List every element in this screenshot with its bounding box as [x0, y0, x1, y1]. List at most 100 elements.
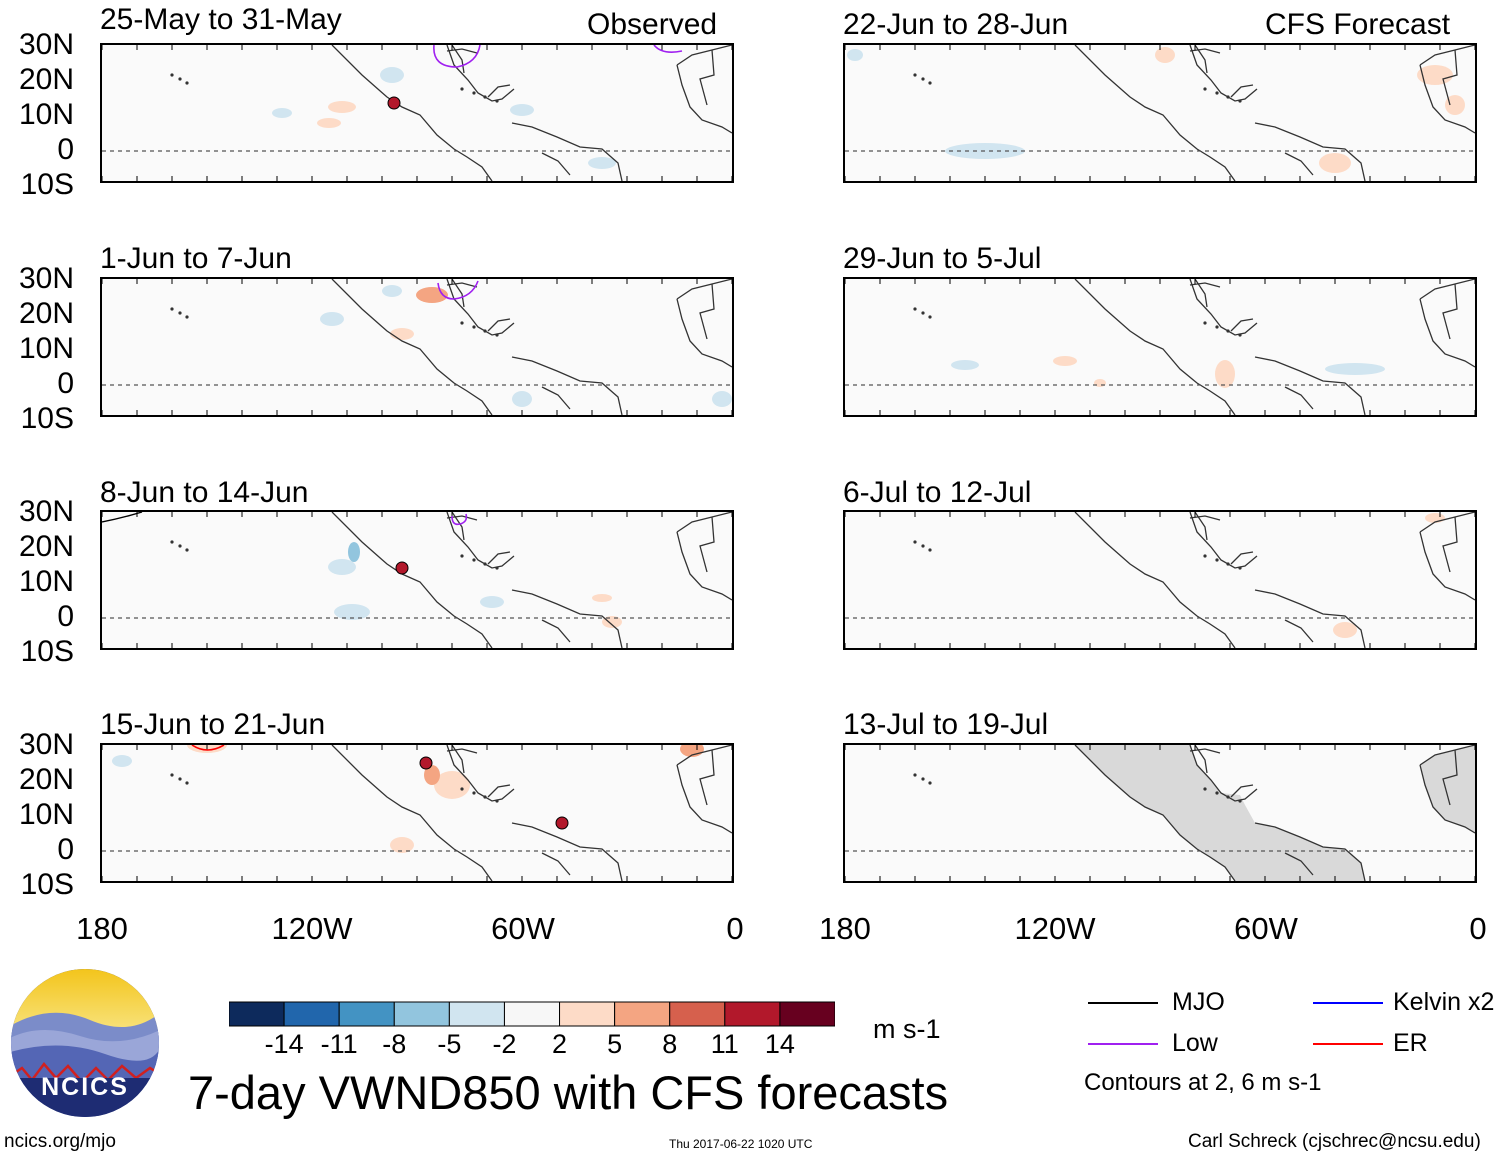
coastline: [1189, 45, 1258, 102]
coastline: [1189, 279, 1258, 336]
island: [921, 77, 925, 81]
anomaly-blob: [320, 312, 344, 326]
coastline: [1254, 356, 1366, 415]
anomaly-blob: [1325, 363, 1385, 375]
island: [1226, 562, 1230, 566]
anomaly-blob: [512, 391, 532, 407]
coastline: [1284, 386, 1314, 410]
observed-label: Observed: [587, 8, 718, 41]
island: [495, 99, 499, 103]
island: [185, 781, 189, 785]
anomaly-blob: [1155, 47, 1175, 63]
y-tick-row4-10n: 10N: [18, 798, 74, 831]
coastline: [541, 152, 571, 176]
island: [913, 540, 917, 544]
colorbar-label: -14: [264, 1029, 304, 1059]
contour-line: [437, 280, 479, 300]
anomaly-blob: [328, 559, 356, 575]
island: [178, 777, 182, 781]
coastline: [699, 749, 715, 806]
contour-note: Contours at 2, 6 m s-1: [1084, 1069, 1322, 1096]
coastline: [676, 279, 732, 300]
x-tick-120w-left: 120W: [271, 911, 353, 946]
contour-line: [451, 513, 468, 526]
coastline: [1254, 822, 1366, 881]
island: [1226, 329, 1230, 333]
coastline: [487, 784, 511, 798]
x-tick-0-left: 0: [726, 911, 744, 946]
anomaly-blob: [380, 67, 404, 83]
anomaly-blob: [1333, 622, 1357, 638]
panel-title-8: 13-Jul to 19-Jul: [843, 708, 1049, 741]
anomaly-blob: [602, 616, 622, 628]
y-tick-row4-30n: 30N: [18, 728, 74, 761]
contour-line: [653, 45, 683, 53]
anomaly-blob: [424, 765, 440, 785]
panel-title-2: 1-Jun to 7-Jun: [100, 242, 292, 275]
y-tick-row3-10n: 10N: [18, 565, 74, 598]
map-panel-3: [100, 510, 734, 650]
coastline: [331, 45, 493, 181]
panel-title-1: 25-May to 31-May: [100, 3, 342, 36]
x-tick-60w-right: 60W: [1234, 911, 1298, 946]
anomaly-blob: [847, 49, 863, 61]
map-panel-1: [100, 43, 734, 183]
units-label: m s-1: [873, 1014, 941, 1044]
colorbar-swatch: [559, 1001, 616, 1027]
coastline: [446, 48, 478, 54]
colorbar-label: 2: [552, 1029, 568, 1059]
map-panel-8: [843, 743, 1477, 883]
legend-er-label: ER: [1393, 1029, 1428, 1057]
legend-er-line: [1313, 1043, 1383, 1045]
island: [928, 81, 932, 85]
coastline: [487, 84, 511, 98]
colorbar-label: -5: [437, 1029, 462, 1059]
island: [1203, 87, 1207, 91]
site-link[interactable]: ncics.org/mjo: [4, 1131, 116, 1152]
coastline: [1419, 45, 1475, 66]
coastline: [1419, 279, 1475, 300]
coastline: [676, 512, 732, 533]
coastline: [1419, 764, 1475, 834]
panel-title-5: 22-Jun to 28-Jun: [843, 8, 1069, 41]
coastline: [676, 298, 732, 368]
legend-kelvin-label: Kelvin x2: [1393, 988, 1495, 1016]
island: [1215, 91, 1219, 95]
coastline: [1074, 745, 1236, 881]
y-tick-row2-30n: 30N: [18, 262, 74, 295]
coastline: [1189, 515, 1221, 521]
island: [1238, 566, 1242, 570]
y-tick-row4-20n: 20N: [18, 763, 74, 796]
coastline: [511, 589, 623, 648]
y-tick-row1-10s: 10S: [20, 168, 74, 201]
coastline: [1284, 152, 1314, 176]
credit: Carl Schreck (cjschrec@ncsu.edu): [1188, 1131, 1481, 1152]
coastline: [1074, 45, 1236, 181]
island: [483, 795, 487, 799]
y-tick-row4-0: 0: [57, 833, 74, 866]
anomaly-blob: [951, 360, 979, 370]
island: [170, 540, 174, 544]
island: [928, 548, 932, 552]
y-tick-row3-20n: 20N: [18, 530, 74, 563]
coastline: [676, 764, 732, 834]
coastline: [511, 122, 623, 181]
island: [921, 777, 925, 781]
colorbar: [228, 1001, 836, 1034]
anomaly-blob: [334, 604, 370, 620]
ncics-logo: NCICS: [10, 968, 160, 1118]
island: [495, 333, 499, 337]
island: [178, 311, 182, 315]
island: [1215, 558, 1219, 562]
island: [1238, 799, 1242, 803]
anomaly-blob: [1094, 379, 1106, 387]
coastline: [1230, 551, 1254, 565]
island: [921, 311, 925, 315]
y-tick-row3-0: 0: [57, 600, 74, 633]
anomaly-blob: [1417, 65, 1453, 85]
coastline: [487, 318, 511, 332]
island: [921, 544, 925, 548]
island: [928, 781, 932, 785]
anomaly-blob: [1445, 95, 1465, 115]
legend-mjo-label: MJO: [1172, 988, 1225, 1016]
